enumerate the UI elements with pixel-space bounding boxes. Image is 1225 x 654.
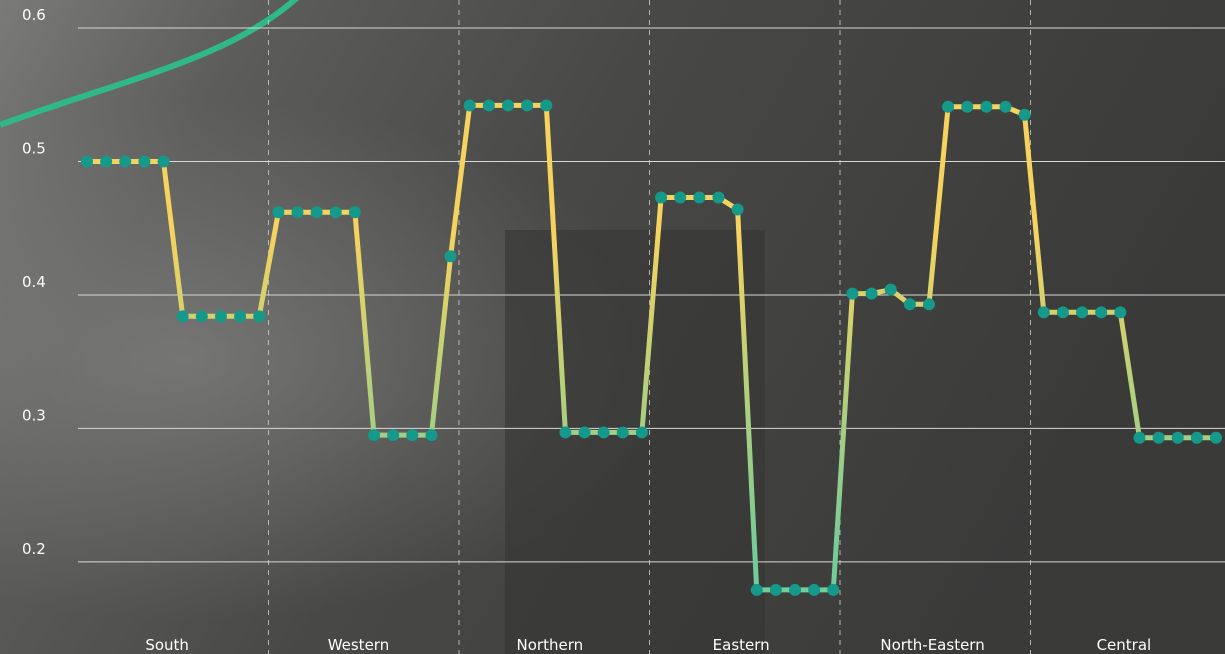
data-point <box>597 426 610 439</box>
data-point <box>234 310 247 323</box>
data-point <box>980 100 993 113</box>
data-point <box>482 99 495 112</box>
y-tick-label: 0.3 <box>22 406 46 424</box>
data-point <box>1171 431 1184 444</box>
data-point <box>578 426 591 439</box>
data-point <box>922 298 935 311</box>
y-tick-label: 0.2 <box>22 540 46 558</box>
data-point <box>81 155 93 168</box>
data-point <box>1037 306 1050 319</box>
data-point <box>635 426 648 439</box>
data-point <box>195 310 208 323</box>
data-point <box>827 583 840 596</box>
x-group-label: Western <box>328 636 390 654</box>
data-point <box>329 206 342 219</box>
data-point <box>1114 306 1127 319</box>
data-point <box>521 99 534 112</box>
data-point <box>119 155 132 168</box>
data-point <box>903 298 916 311</box>
data-point <box>712 191 725 204</box>
data-point <box>1056 306 1069 319</box>
data-point <box>865 287 878 300</box>
data-point <box>157 155 170 168</box>
data-point <box>884 283 897 296</box>
data-line <box>87 102 1216 593</box>
data-point <box>1095 306 1108 319</box>
group-separators <box>268 0 1031 654</box>
data-point <box>1190 431 1203 444</box>
data-point <box>769 583 782 596</box>
data-point <box>138 155 151 168</box>
data-point <box>387 429 400 442</box>
data-point <box>368 429 381 442</box>
data-point <box>750 583 763 596</box>
background-wall <box>505 230 765 654</box>
data-point <box>999 100 1012 113</box>
data-point <box>214 310 227 323</box>
x-group-label: South <box>145 636 189 654</box>
data-point <box>272 206 285 219</box>
data-point <box>942 100 955 113</box>
data-point <box>425 429 438 442</box>
y-tick-label: 0.5 <box>22 139 46 157</box>
data-point <box>253 310 266 323</box>
data-point <box>674 191 687 204</box>
data-point <box>444 250 457 263</box>
data-point <box>1133 431 1146 444</box>
data-point <box>291 206 304 219</box>
data-point <box>1076 306 1089 319</box>
data-point <box>789 583 802 596</box>
x-group-label: Eastern <box>713 636 770 654</box>
data-point <box>961 100 974 113</box>
x-group-label: Central <box>1097 636 1152 654</box>
y-tick-label: 0.4 <box>22 273 46 291</box>
background-rope <box>0 0 299 128</box>
x-group-label: North-Eastern <box>880 636 984 654</box>
y-tick-label: 0.6 <box>22 6 46 24</box>
data-point <box>176 310 189 323</box>
data-point <box>501 99 514 112</box>
data-point <box>100 155 113 168</box>
data-point <box>846 287 859 300</box>
data-point <box>463 99 476 112</box>
data-point <box>406 429 419 442</box>
data-point <box>1152 431 1165 444</box>
data-point <box>655 191 668 204</box>
data-point <box>1210 431 1222 444</box>
data-point <box>540 99 553 112</box>
data-point <box>310 206 323 219</box>
data-point <box>1018 108 1031 121</box>
data-point <box>616 426 629 439</box>
data-point <box>731 203 744 216</box>
x-group-label: Northern <box>517 636 584 654</box>
data-point <box>348 206 361 219</box>
data-point <box>559 426 572 439</box>
data-point <box>808 583 821 596</box>
data-point <box>693 191 706 204</box>
